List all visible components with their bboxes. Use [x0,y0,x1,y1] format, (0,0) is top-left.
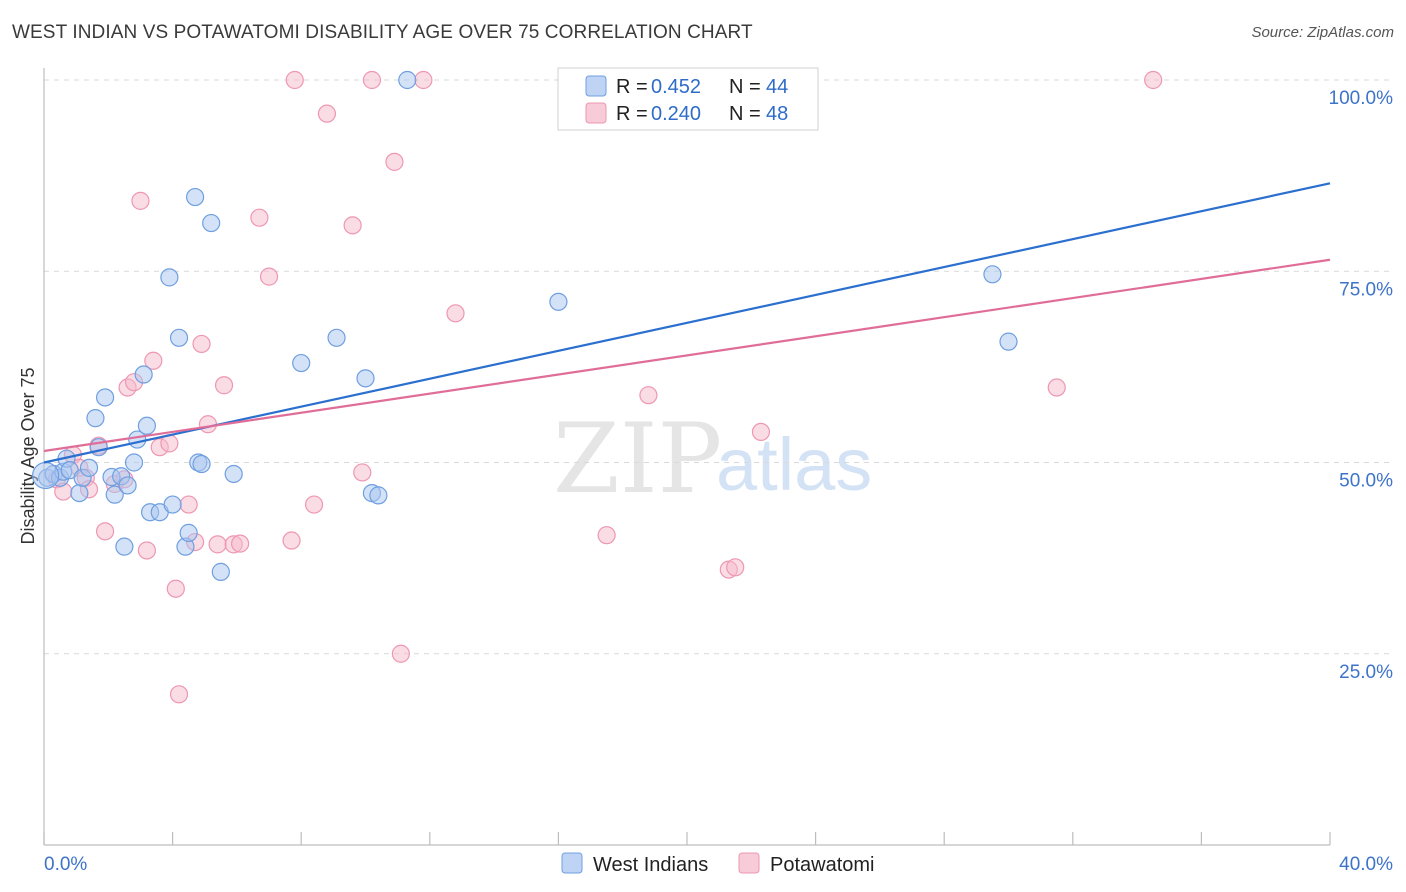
watermark-atlas: atlas [716,423,872,506]
potawatomi-point [597,526,616,545]
series-legend: West Indians Potawatomi [561,852,875,876]
west-indians-point [211,562,230,581]
west-indians-point [160,268,179,287]
trend-lines [43,182,1331,464]
potawatomi-point [304,495,324,514]
potawatomi-point [414,70,433,90]
legend-r-value-0: 0.452 [651,76,701,98]
potawatomi-point [144,351,163,370]
potawatomi-point [317,104,337,123]
potawatomi-point [192,334,211,354]
legend-r-value-1: 0.240 [651,103,701,125]
potawatomi-point [1144,70,1163,90]
west-indians-point [398,70,417,90]
potawatomi-point [282,531,301,550]
west-indians-point [224,464,243,484]
watermark-zip: ZIP [553,403,722,515]
legend-swatch-blue [585,75,607,97]
y-tick-label: 100.0% [1329,88,1394,109]
west-indians-point [86,409,105,428]
potawatomi-point [131,191,150,210]
x-tick-marks [43,832,1331,845]
west-indians-trend-line [43,182,1331,464]
bottom-legend-label-west-indians: West Indians [593,854,708,876]
potawatomi-point [353,463,372,482]
west-indians-point [186,187,205,207]
west-indians-point [549,292,568,311]
bottom-legend-swatch-blue [561,852,583,874]
potawatomi-point [95,522,115,541]
west-indians-point [115,537,134,556]
west-indians-point [105,485,124,504]
legend-n-label-0: N = [729,76,761,98]
west-indians-point [369,486,388,505]
west-indians-point [32,461,60,490]
series-west-indians-points [32,70,1018,581]
legend-n-label-1: N = [729,103,761,125]
potawatomi-point [169,685,189,704]
legend-r-label-0: R = [616,76,648,98]
potawatomi-point [214,376,234,395]
west-indians-point [999,332,1018,351]
y-tick-label: 25.0% [1339,662,1393,683]
y-axis-label: Disability Age Over 75 [18,367,38,544]
y-tick-label: 75.0% [1339,279,1393,300]
legend-n-value-1: 48 [766,103,788,125]
west-indians-point [137,416,156,435]
chart-title: WEST INDIAN VS POTAWATOMI DISABILITY AGE… [12,22,753,43]
potawatomi-point [259,267,279,286]
x-tick-label: 40.0% [1339,854,1393,875]
west-indians-point [134,365,153,384]
west-indians-point [163,495,182,514]
potawatomi-point [198,415,218,434]
potawatomi-point [385,152,404,171]
potawatomi-point [639,386,658,405]
west-indians-point [70,484,89,503]
west-indians-point [356,369,375,388]
west-indians-point [192,454,211,474]
potawatomi-point [726,558,745,577]
west-indians-point [79,458,99,477]
potawatomi-point [231,534,250,553]
bottom-legend-swatch-pink [738,852,760,874]
stats-legend: R = 0.452 N = 44 R = 0.240 N = 48 [557,67,819,131]
legend-n-value-0: 44 [766,76,788,98]
west-indians-point [292,353,311,373]
west-indians-point [327,328,346,347]
series-potawatomi-points [47,70,1163,704]
west-indians-point [124,453,144,472]
potawatomi-point [1047,378,1066,397]
potawatomi-trend-line [43,258,1331,453]
bottom-legend-label-potawatomi: Potawatomi [770,854,875,876]
west-indians-point [179,523,198,542]
potawatomi-point [250,208,269,227]
potawatomi-point [179,495,198,514]
west-indians-point [118,476,137,495]
potawatomi-point [343,216,362,235]
west-indians-point [95,388,115,407]
y-tick-label: 50.0% [1339,471,1393,492]
potawatomi-point [391,644,410,663]
gridlines [44,79,1390,655]
west-indians-point [169,328,189,347]
potawatomi-point [208,535,227,554]
potawatomi-point [166,579,185,598]
west-indians-point [202,213,221,233]
legend-r-label-1: R = [616,103,648,125]
watermark: ZIP atlas [553,403,872,515]
source-label: Source: ZipAtlas.com [1251,24,1394,41]
west-indians-point [983,265,1002,284]
potawatomi-point [362,70,382,90]
potawatomi-point [751,422,771,441]
x-tick-labels: 0.0% 40.0% [44,854,1393,875]
potawatomi-point [137,541,156,560]
potawatomi-point [446,304,465,323]
legend-swatch-pink [585,102,607,124]
y-tick-labels: 25.0% 50.0% 75.0% 100.0% [1329,88,1394,683]
x-tick-label: 0.0% [44,854,87,875]
potawatomi-point [285,70,304,90]
